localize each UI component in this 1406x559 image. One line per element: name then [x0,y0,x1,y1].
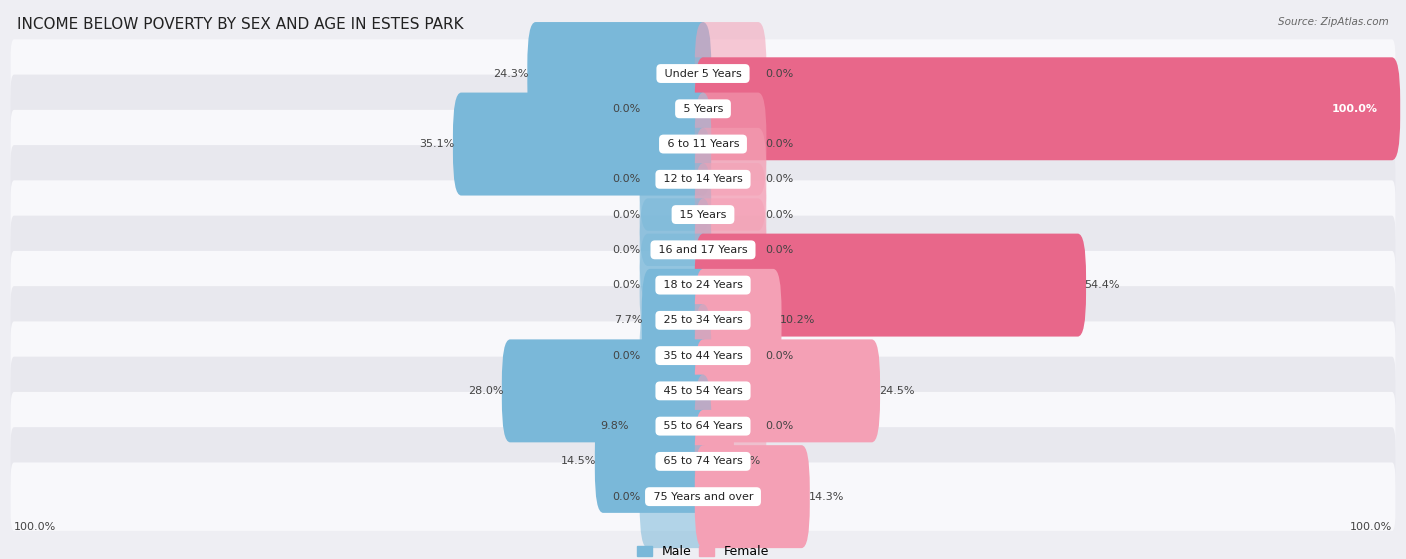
Text: 0.0%: 0.0% [613,104,641,114]
FancyBboxPatch shape [11,216,1395,284]
Text: 100.0%: 100.0% [1350,522,1392,532]
FancyBboxPatch shape [640,234,711,337]
Text: 0.0%: 0.0% [613,492,641,501]
FancyBboxPatch shape [11,145,1395,214]
Text: 14.3%: 14.3% [808,492,844,501]
FancyBboxPatch shape [11,321,1395,390]
FancyBboxPatch shape [640,58,711,160]
FancyBboxPatch shape [627,375,711,477]
Text: 100.0%: 100.0% [14,522,56,532]
Text: 0.0%: 0.0% [765,69,793,78]
FancyBboxPatch shape [11,181,1395,249]
Text: 14.5%: 14.5% [561,456,596,466]
Text: 9.8%: 9.8% [600,421,628,431]
FancyBboxPatch shape [641,269,711,372]
FancyBboxPatch shape [695,445,810,548]
FancyBboxPatch shape [11,462,1395,531]
Text: 12 to 14 Years: 12 to 14 Years [659,174,747,184]
Text: 24.3%: 24.3% [494,69,529,78]
FancyBboxPatch shape [595,410,711,513]
FancyBboxPatch shape [695,198,766,301]
FancyBboxPatch shape [695,163,766,266]
Text: 75 Years and over: 75 Years and over [650,492,756,501]
FancyBboxPatch shape [695,304,766,407]
FancyBboxPatch shape [695,339,880,442]
FancyBboxPatch shape [11,110,1395,178]
Text: 0.0%: 0.0% [613,210,641,220]
FancyBboxPatch shape [640,445,711,548]
Text: 0.0%: 0.0% [765,174,793,184]
FancyBboxPatch shape [11,357,1395,425]
Text: 28.0%: 28.0% [468,386,503,396]
Text: Source: ZipAtlas.com: Source: ZipAtlas.com [1278,17,1389,27]
Text: 100.0%: 100.0% [1331,104,1378,114]
FancyBboxPatch shape [11,39,1395,108]
Text: 0.0%: 0.0% [765,245,793,255]
FancyBboxPatch shape [453,93,711,196]
Text: 24.5%: 24.5% [879,386,914,396]
FancyBboxPatch shape [11,286,1395,354]
Text: 65 to 74 Years: 65 to 74 Years [659,456,747,466]
Text: 0.0%: 0.0% [765,350,793,361]
FancyBboxPatch shape [527,22,711,125]
Text: 35.1%: 35.1% [419,139,454,149]
Text: 18 to 24 Years: 18 to 24 Years [659,280,747,290]
Text: Under 5 Years: Under 5 Years [661,69,745,78]
FancyBboxPatch shape [695,128,766,231]
FancyBboxPatch shape [695,22,766,125]
FancyBboxPatch shape [502,339,711,442]
FancyBboxPatch shape [695,410,734,513]
FancyBboxPatch shape [695,58,1400,160]
Text: 0.0%: 0.0% [613,280,641,290]
FancyBboxPatch shape [11,74,1395,143]
FancyBboxPatch shape [11,251,1395,319]
Text: 10.2%: 10.2% [780,315,815,325]
FancyBboxPatch shape [695,234,1085,337]
FancyBboxPatch shape [640,163,711,266]
Text: 54.4%: 54.4% [1084,280,1121,290]
Text: 6 to 11 Years: 6 to 11 Years [664,139,742,149]
Text: 15 Years: 15 Years [676,210,730,220]
Text: 45 to 54 Years: 45 to 54 Years [659,386,747,396]
Text: 0.0%: 0.0% [613,245,641,255]
Text: 0.0%: 0.0% [765,139,793,149]
Text: 3.3%: 3.3% [733,456,761,466]
Text: 5 Years: 5 Years [679,104,727,114]
Text: 7.7%: 7.7% [614,315,643,325]
FancyBboxPatch shape [11,392,1395,460]
Text: 0.0%: 0.0% [765,210,793,220]
FancyBboxPatch shape [640,128,711,231]
Text: 16 and 17 Years: 16 and 17 Years [655,245,751,255]
Text: 0.0%: 0.0% [765,421,793,431]
Text: 35 to 44 Years: 35 to 44 Years [659,350,747,361]
FancyBboxPatch shape [695,93,766,196]
Text: 0.0%: 0.0% [613,174,641,184]
Text: INCOME BELOW POVERTY BY SEX AND AGE IN ESTES PARK: INCOME BELOW POVERTY BY SEX AND AGE IN E… [17,17,464,32]
FancyBboxPatch shape [640,304,711,407]
FancyBboxPatch shape [11,427,1395,496]
FancyBboxPatch shape [695,269,782,372]
Text: 55 to 64 Years: 55 to 64 Years [659,421,747,431]
FancyBboxPatch shape [695,375,766,477]
Text: 25 to 34 Years: 25 to 34 Years [659,315,747,325]
FancyBboxPatch shape [640,198,711,301]
Text: 0.0%: 0.0% [613,350,641,361]
Legend: Male, Female: Male, Female [631,540,775,559]
